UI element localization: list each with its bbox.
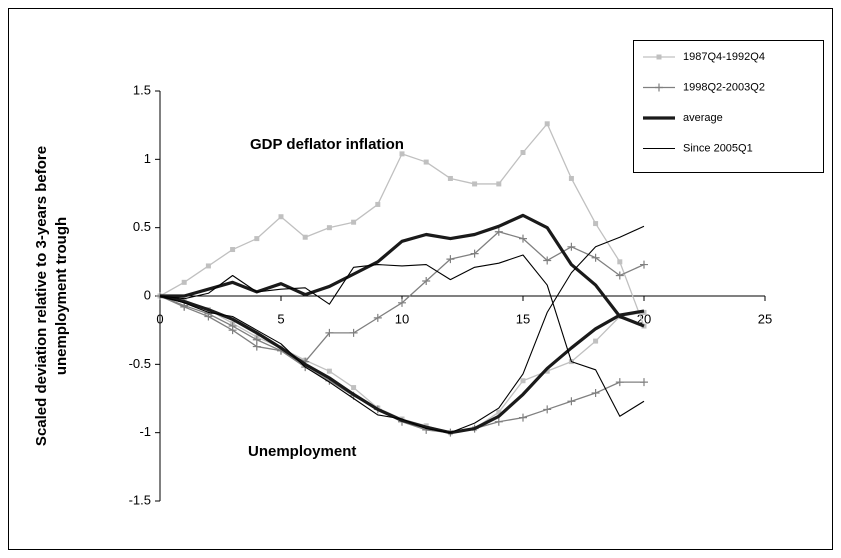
line <box>159 294 645 435</box>
x-tick-label: 25 <box>758 311 772 326</box>
marker <box>615 271 624 280</box>
marker <box>252 335 261 344</box>
series-unemployment <box>159 225 645 434</box>
x-tick-label: 5 <box>277 311 284 326</box>
marker <box>543 405 552 414</box>
marker <box>593 221 599 227</box>
marker <box>520 150 526 155</box>
marker <box>278 214 284 220</box>
x-tick-label: 10 <box>395 311 409 326</box>
legend-label: 1987Q4-1992Q4 <box>683 51 765 63</box>
marker <box>204 312 213 321</box>
marker <box>593 338 599 344</box>
y-axis-title: unemployment trough <box>53 217 70 375</box>
marker <box>640 378 648 387</box>
marker <box>252 342 261 351</box>
x-tick-label: 15 <box>516 311 530 326</box>
marker <box>470 249 479 258</box>
marker <box>591 253 600 262</box>
marker <box>496 181 502 187</box>
series-values <box>159 254 645 417</box>
marker <box>446 255 455 264</box>
marker <box>544 121 550 127</box>
marker <box>617 259 623 265</box>
marker <box>351 219 357 225</box>
series-values <box>160 213 645 328</box>
marker <box>228 326 237 335</box>
annotation: Unemployment <box>248 443 356 460</box>
marker <box>230 247 236 253</box>
marker <box>567 242 576 251</box>
marker <box>494 417 503 426</box>
marker <box>254 236 260 242</box>
marker <box>399 151 405 157</box>
marker <box>325 328 334 337</box>
line <box>160 213 645 328</box>
marker <box>326 368 332 374</box>
marker <box>398 298 406 307</box>
y-tick-label: 1 <box>144 151 151 166</box>
y-tick-label: 0 <box>144 287 151 302</box>
legend-marker <box>656 54 662 60</box>
legend-label: 1998Q2-2003Q2 <box>683 81 765 93</box>
marker <box>520 378 526 384</box>
legend-box <box>633 40 824 173</box>
marker <box>591 389 600 398</box>
marker <box>422 276 431 285</box>
y-tick-label: -1 <box>139 424 151 439</box>
marker <box>349 328 358 337</box>
marker <box>494 227 503 236</box>
legend-marker <box>655 83 663 92</box>
marker <box>519 234 527 243</box>
series-unemployment <box>159 294 645 435</box>
y-axis-title: Scaled deviation relative to 3-years bef… <box>33 146 50 446</box>
line <box>159 254 645 417</box>
legend-label: average <box>683 112 723 124</box>
marker <box>543 256 552 265</box>
marker <box>326 225 332 231</box>
marker <box>567 397 576 406</box>
marker <box>447 175 453 181</box>
marker <box>205 263 211 269</box>
marker <box>615 378 624 387</box>
marker <box>181 279 187 285</box>
y-tick-label: -1.5 <box>129 492 151 507</box>
legend: 1987Q4-1992Q4 1998Q2-2003Q2 average Since 2… <box>633 40 824 173</box>
marker <box>496 409 502 415</box>
marker <box>472 181 478 187</box>
marker <box>351 385 357 391</box>
marker <box>375 201 381 207</box>
marker <box>519 413 527 422</box>
annotation: GDP deflator inflation <box>250 136 404 153</box>
x-tick-label: 0 <box>156 311 163 326</box>
y-tick-label: -0.5 <box>129 356 151 371</box>
marker <box>568 175 574 181</box>
marker <box>180 302 189 311</box>
legend-label: Since 2005Q1 <box>683 142 753 154</box>
marker <box>640 260 648 269</box>
line <box>159 225 645 434</box>
y-tick-label: 0.5 <box>133 219 151 234</box>
marker <box>423 159 429 165</box>
marker <box>302 234 308 240</box>
y-tick-label: 1.5 <box>133 82 151 97</box>
marker <box>544 368 550 374</box>
marker <box>373 313 382 322</box>
